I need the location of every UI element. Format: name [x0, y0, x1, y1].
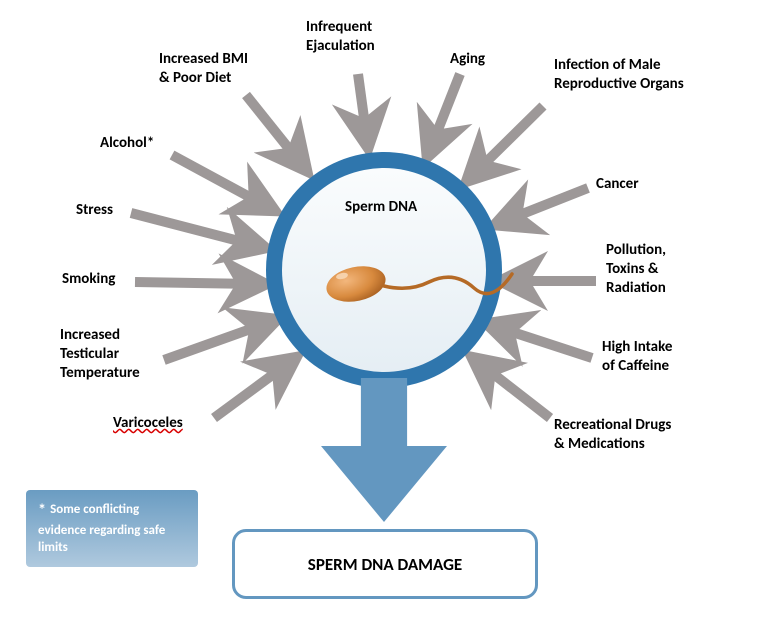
factor-arrow-varicoceles: [214, 362, 290, 418]
factor-label-high-caffeine: High Intakeof Caffeine: [602, 338, 672, 376]
factor-label-pollution: Pollution,Toxins &Radiation: [606, 241, 666, 297]
factor-arrow-smoking: [135, 282, 258, 284]
factor-label-testicular-temp: IncreasedTesticularTemperature: [60, 326, 140, 382]
factor-arrow-recreational-drugs: [478, 362, 550, 418]
sperm-dna-label: Sperm DNA: [345, 198, 417, 216]
factor-arrow-alcohol: [172, 155, 268, 207]
factor-arrow-infrequent-ejaculation: [358, 74, 367, 140]
sperm-icon: [314, 240, 524, 320]
outcome-label: SPERM DNA DAMAGE: [308, 554, 462, 575]
factor-label-cancer: Cancer: [596, 175, 639, 194]
factor-label-varicoceles: Varicoceles: [113, 414, 183, 433]
factor-label-stress: Stress: [76, 201, 113, 220]
outcome-box: SPERM DNA DAMAGE: [232, 529, 538, 599]
footnote-star: *: [38, 501, 46, 520]
factor-arrow-cancer: [502, 188, 588, 222]
footnote-box: *Some conflicting evidence regarding saf…: [26, 490, 198, 567]
factor-label-increased-bmi: Increased BMI& Poor Diet: [159, 50, 248, 88]
factor-label-infection: Infection of MaleReproductive Organs: [554, 56, 684, 94]
footnote-text: Some conflicting evidence regarding safe…: [38, 502, 165, 555]
factor-label-aging: Aging: [450, 50, 485, 69]
factor-label-infrequent-ejaculation: InfrequentEjaculation: [306, 18, 375, 56]
factor-label-smoking: Smoking: [62, 270, 115, 289]
factor-label-recreational-drugs: Recreational Drugs& Medications: [554, 416, 671, 454]
factor-arrow-stress: [131, 213, 258, 246]
factor-arrow-infection: [472, 106, 543, 176]
factor-arrow-aging: [430, 74, 460, 150]
factor-label-alcohol: Alcohol*: [100, 134, 154, 153]
outcome-arrow: [300, 378, 468, 542]
factor-arrow-testicular-temp: [164, 322, 270, 360]
factor-arrow-high-caffeine: [494, 326, 592, 358]
factor-arrow-increased-bmi: [246, 95, 302, 165]
